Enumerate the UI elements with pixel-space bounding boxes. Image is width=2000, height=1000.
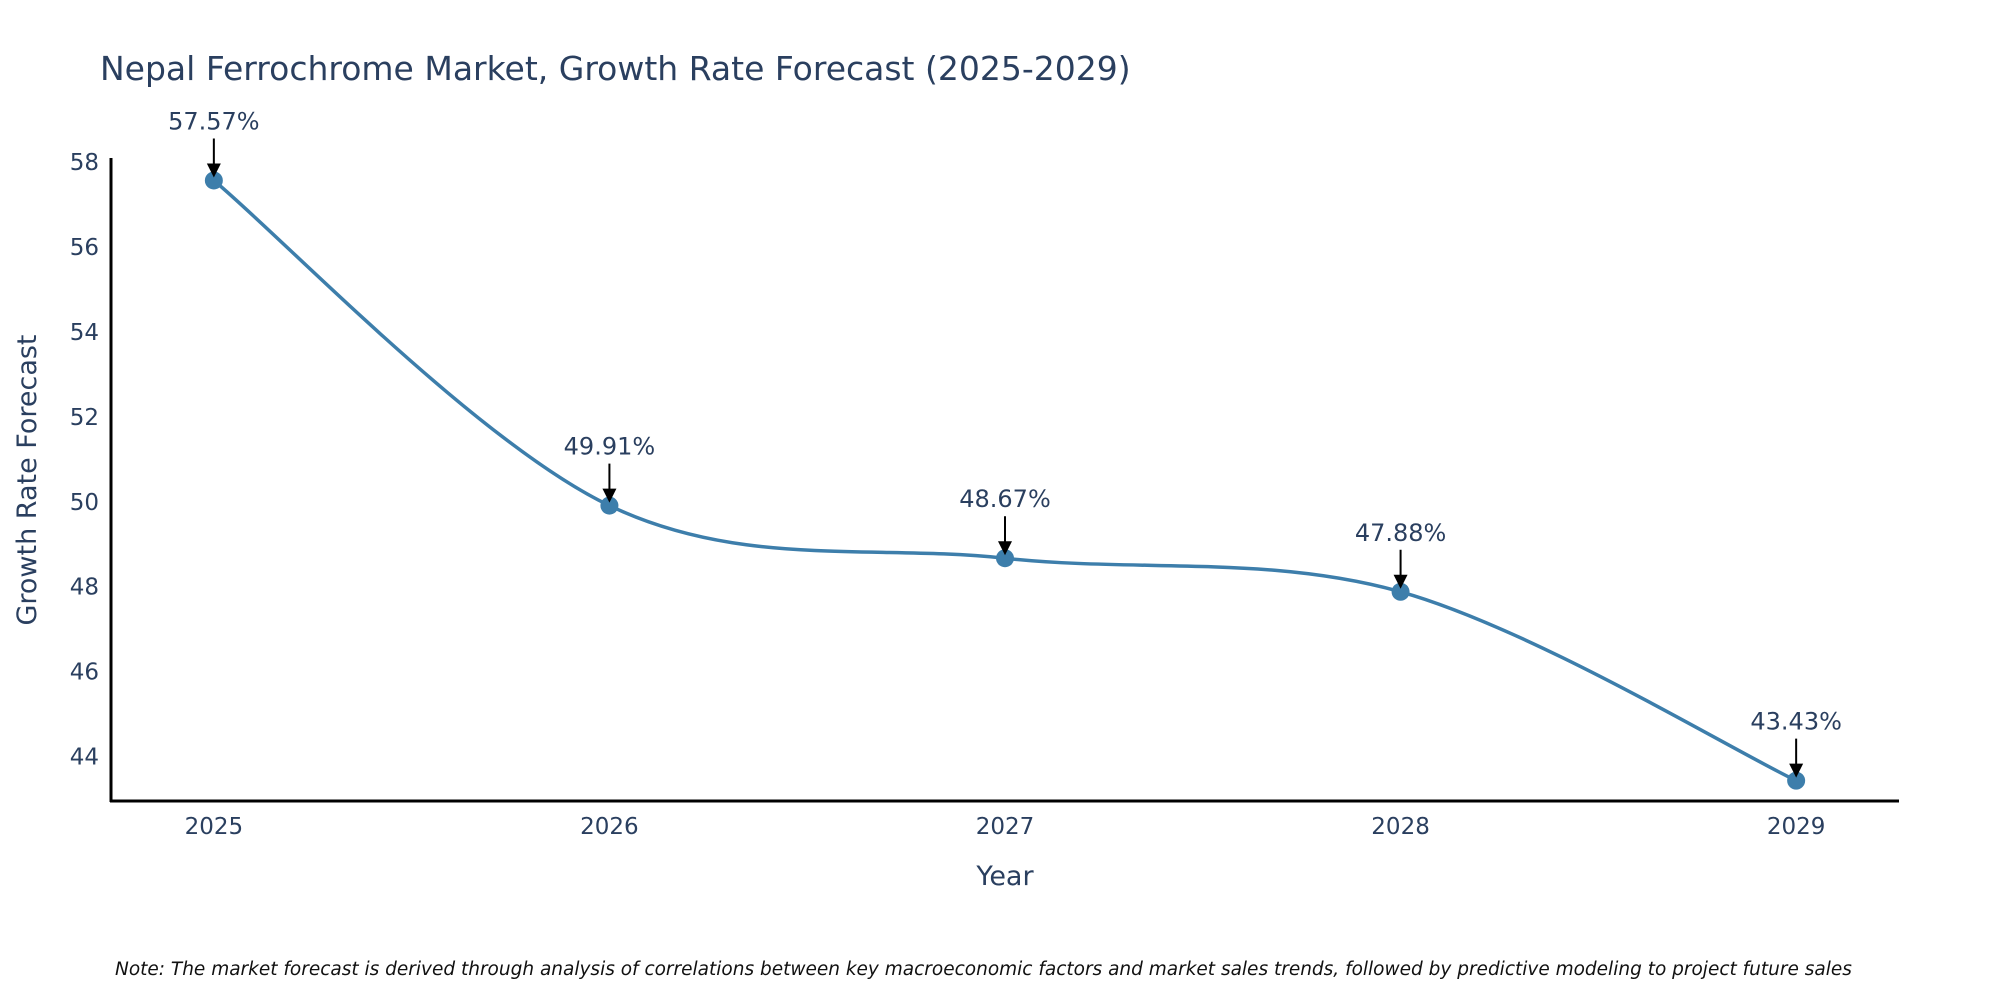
plot-area: 57.57% 49.91% 48.67% 47.88% 43.43% xyxy=(168,107,1842,790)
x-tick-label: 2027 xyxy=(976,814,1035,840)
annotation-arrow-head xyxy=(1789,763,1804,778)
x-tick-label: 2026 xyxy=(580,814,639,840)
y-axis-title: Growth Rate Forecast xyxy=(12,334,43,625)
annotation-arrow-head xyxy=(206,163,221,178)
y-axis-ticks: 44 46 48 50 52 54 56 58 xyxy=(70,150,99,770)
y-tick-label: 56 xyxy=(70,235,99,261)
y-tick-label: 50 xyxy=(70,490,99,516)
y-tick-label: 44 xyxy=(70,744,99,770)
x-tick-label: 2029 xyxy=(1767,814,1826,840)
y-tick-label: 54 xyxy=(70,320,99,346)
data-label: 49.91% xyxy=(564,433,656,461)
x-axis-title: Year xyxy=(975,861,1034,892)
series-line xyxy=(212,179,1797,783)
x-tick-label: 2028 xyxy=(1371,814,1430,840)
data-point[interactable] xyxy=(1787,771,1806,790)
x-axis-ticks: 2025 2026 2027 2028 2029 xyxy=(185,814,1826,840)
data-point[interactable] xyxy=(204,171,223,190)
y-tick-label: 58 xyxy=(70,150,99,176)
data-label: 43.43% xyxy=(1750,708,1842,736)
data-point[interactable] xyxy=(996,549,1014,568)
x-tick-label: 2025 xyxy=(185,814,244,840)
annotation-arrow-head xyxy=(1393,574,1408,589)
data-label: 47.88% xyxy=(1355,519,1447,547)
y-tick-label: 48 xyxy=(70,575,99,601)
annotation-arrow-head xyxy=(602,488,617,503)
data-point[interactable] xyxy=(600,496,619,515)
footnote: Note: The market forecast is derived thr… xyxy=(115,959,1852,980)
y-tick-label: 52 xyxy=(70,405,99,431)
y-tick-label: 46 xyxy=(70,660,99,686)
data-label: 57.57% xyxy=(168,107,260,135)
data-label: 48.67% xyxy=(959,485,1051,513)
data-point[interactable] xyxy=(1391,582,1410,601)
annotation-arrow-head xyxy=(998,541,1012,556)
chart-title: Nepal Ferrochrome Market, Growth Rate Fo… xyxy=(100,49,1131,88)
